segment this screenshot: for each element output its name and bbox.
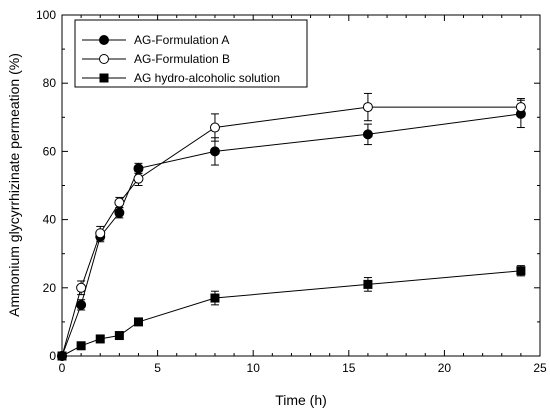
data-point [95, 334, 105, 344]
y-tick-label: 100 [36, 8, 56, 22]
data-point [133, 173, 144, 184]
data-point [114, 331, 124, 341]
y-tick-label: 60 [43, 144, 57, 158]
series-line [61, 106, 521, 357]
data-point [76, 341, 86, 351]
data-point [515, 102, 526, 113]
series-1 [57, 99, 526, 361]
x-tick-label: 0 [59, 361, 66, 375]
x-axis-label: Time (h) [275, 392, 327, 408]
x-tick-label: 10 [247, 361, 261, 375]
series-3 [57, 265, 526, 361]
legend-label: AG hydro-alcoholic solution [134, 71, 280, 85]
series-layer [57, 92, 526, 361]
legend-label: AG-Formulation B [134, 52, 230, 66]
legend-marker [99, 73, 109, 83]
data-point [114, 197, 125, 208]
series-line [61, 113, 521, 357]
legend: AG-Formulation A AG-Formulation B AG hydro… [74, 19, 308, 88]
data-point [133, 317, 143, 327]
legend-item-2: AG-Formulation B [82, 52, 230, 66]
y-axis-label: Ammonium glycyrrhizinate permeation (%) [6, 53, 22, 317]
x-tick-label: 25 [533, 361, 547, 375]
y-tick-label: 40 [43, 213, 57, 227]
x-tick-label: 15 [342, 361, 356, 375]
data-point [362, 129, 373, 140]
y-tick-label: 80 [43, 76, 57, 90]
data-point [57, 351, 67, 361]
legend-marker [99, 54, 109, 64]
axis-ticks: 0 5 10 15 20 25 0 20 40 60 80 100 [36, 8, 547, 375]
legend-item-1: AG-Formulation A [82, 33, 229, 47]
series-line [61, 270, 521, 357]
y-tick-label: 0 [49, 349, 56, 363]
data-point [210, 293, 220, 303]
data-point [95, 228, 106, 239]
x-tick-label: 20 [438, 361, 452, 375]
data-point [76, 299, 87, 310]
data-point [363, 279, 373, 289]
data-point [209, 122, 220, 133]
x-tick-label: 5 [154, 361, 161, 375]
y-tick-label: 20 [43, 281, 57, 295]
data-point [209, 146, 220, 157]
legend-box [74, 19, 308, 88]
legend-item-3: AG hydro-alcoholic solution [82, 71, 280, 85]
data-point [516, 266, 526, 276]
legend-marker [99, 35, 109, 45]
data-point [76, 282, 87, 293]
series-2 [57, 92, 526, 361]
data-point [362, 102, 373, 113]
legend-label: AG-Formulation A [134, 33, 229, 47]
data-point [114, 207, 125, 218]
